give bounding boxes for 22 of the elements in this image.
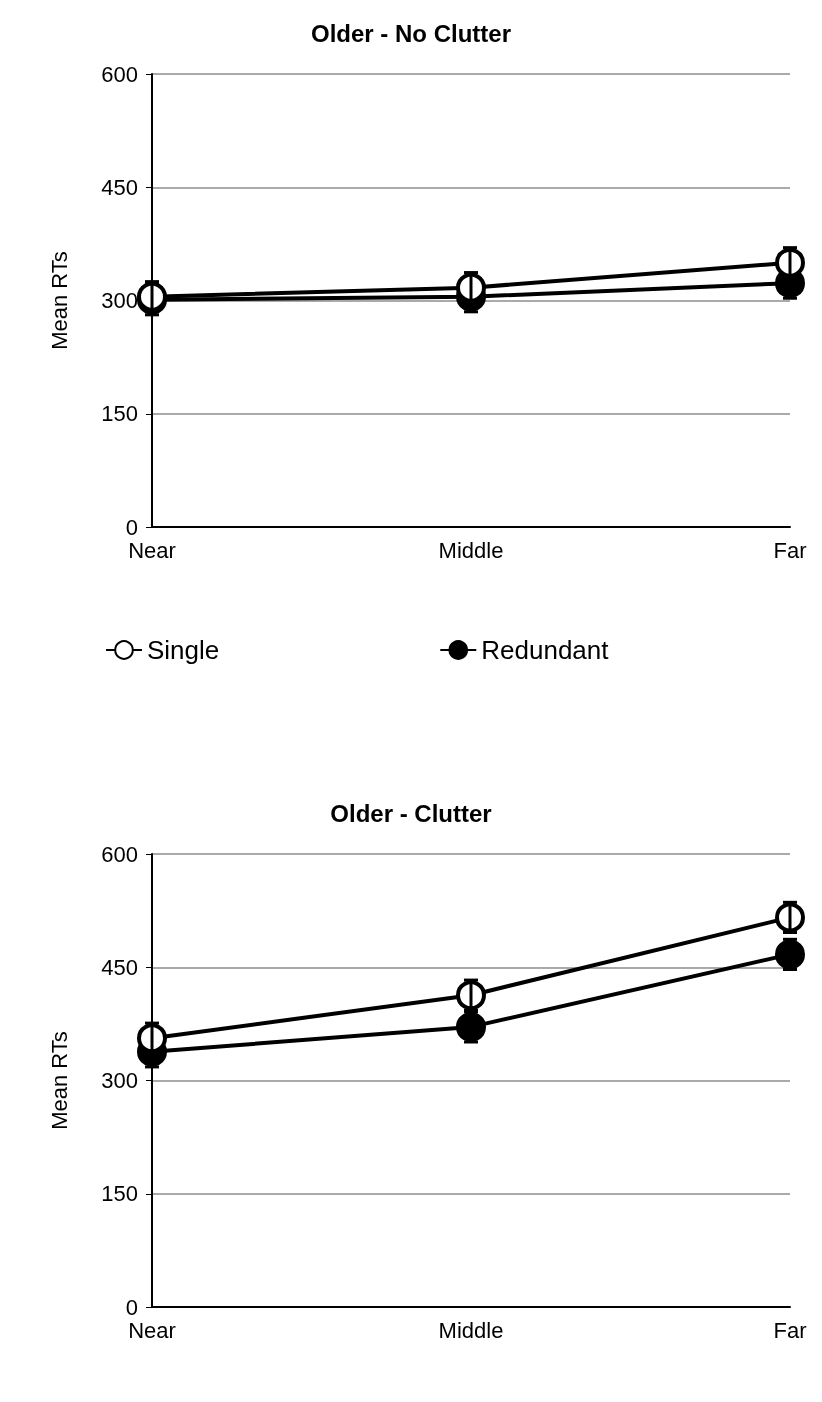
x-tick-label: Near bbox=[128, 537, 176, 563]
chart-title: Older - Clutter bbox=[330, 799, 492, 827]
y-tick-label: 600 bbox=[101, 61, 138, 87]
y-tick-label: 300 bbox=[101, 288, 138, 313]
y-tick-label: 300 bbox=[101, 1068, 138, 1093]
chart-title: Older - No Clutter bbox=[310, 19, 512, 47]
x-tick-label: Far bbox=[773, 1317, 807, 1343]
y-tick-label: 450 bbox=[101, 954, 138, 980]
x-tick-label: Middle bbox=[438, 537, 504, 563]
y-axis-title: Mean RTs bbox=[46, 1031, 72, 1130]
y-tick-label: 600 bbox=[101, 841, 138, 867]
y-tick-label: 150 bbox=[101, 1181, 138, 1207]
y-tick-label: 450 bbox=[101, 174, 138, 200]
x-tick-label: Middle bbox=[438, 1317, 504, 1343]
x-tick-label: Near bbox=[128, 1317, 176, 1343]
y-axis-title: Mean RTs bbox=[46, 251, 72, 350]
legend-label: Single bbox=[147, 635, 220, 665]
y-tick-label: 0 bbox=[125, 1294, 138, 1320]
y-tick-label: 0 bbox=[125, 514, 138, 540]
y-tick-label: 150 bbox=[101, 401, 138, 427]
legend-label: Redundant bbox=[481, 635, 610, 665]
x-tick-label: Far bbox=[773, 537, 807, 563]
